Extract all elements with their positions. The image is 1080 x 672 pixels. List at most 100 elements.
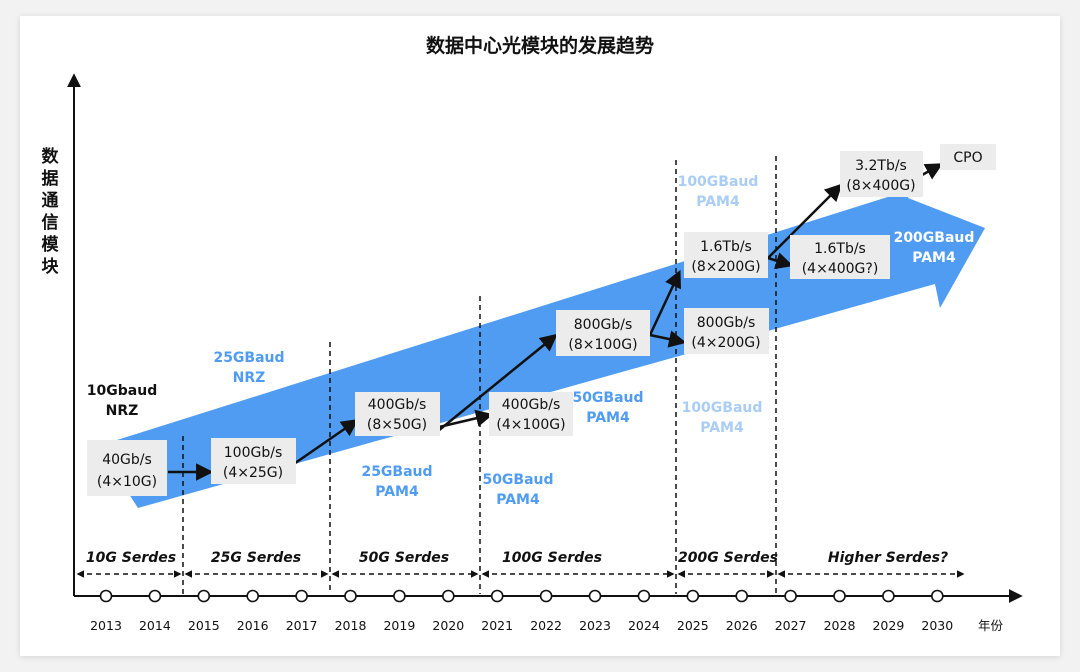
year-markers: 2013 2014 2015 2016 2017 2018 2019 2020 2021 2022… (90, 589, 953, 633)
svg-text:CPO: CPO (953, 150, 982, 166)
svg-text:(4×400G?): (4×400G?) (802, 261, 879, 277)
serdes-label-50g: 50G Serdes (359, 550, 449, 566)
year-label-2029: 2029 (872, 618, 904, 633)
year-marker-2016 (246, 589, 259, 603)
connector-3200g-cpo (921, 163, 944, 180)
connector-1600g-1600g (767, 252, 794, 270)
svg-text:1.6Tb/s: 1.6Tb/s (814, 241, 866, 257)
serdes-label-25g: 25G Serdes (211, 550, 301, 566)
svg-text:800Gb/s: 800Gb/s (574, 317, 632, 333)
year-label-2020: 2020 (432, 618, 464, 633)
year-marker-2020 (441, 589, 455, 603)
svg-text:3.2Tb/s: 3.2Tb/s (855, 158, 907, 174)
year-marker-2021 (490, 589, 504, 603)
baud-label-100g-pam4-lower-mod: PAM4 (700, 420, 744, 436)
serdes-label-10g: 10G Serdes (86, 550, 176, 566)
baud-label-200g-pam4: 200GBaud (894, 230, 975, 246)
year-marker-2026 (735, 589, 749, 603)
year-label-2017: 2017 (286, 618, 318, 633)
svg-text:块: 块 (42, 257, 60, 277)
svg-text:400Gb/s: 400Gb/s (502, 397, 560, 413)
svg-text:(4×25G): (4×25G) (223, 465, 283, 481)
baud-label-25g-nrz-mod: NRZ (233, 370, 266, 386)
year-marker-2023 (588, 589, 602, 603)
x-axis-unit-label: 年份 (978, 618, 1004, 633)
year-label-2013: 2013 (90, 618, 122, 633)
year-marker-2019 (393, 589, 406, 603)
svg-text:信: 信 (42, 212, 59, 233)
y-axis-label: 数 据 通 信 模 块 (42, 146, 60, 277)
year-label-2014: 2014 (139, 618, 171, 633)
year-label-2028: 2028 (824, 618, 856, 633)
svg-text:(8×100G): (8×100G) (568, 337, 637, 353)
year-label-2026: 2026 (726, 618, 758, 633)
serdes-label-higher: Higher Serdes? (828, 550, 948, 566)
era-separators (182, 156, 777, 594)
svg-text:据: 据 (42, 168, 59, 189)
connector-400g-400g (438, 409, 494, 429)
svg-text:(8×50G): (8×50G) (367, 417, 427, 433)
module-1600g-4x400g: 1.6Tb/s (4×400G?) (790, 235, 890, 279)
serdes-label-100g: 100G Serdes (502, 550, 602, 566)
year-marker-2029 (882, 589, 895, 603)
diagram-title: 数据中心光模块的发展趋势 (426, 34, 654, 57)
year-label-2027: 2027 (775, 618, 807, 633)
year-marker-2017 (295, 589, 308, 603)
svg-text:800Gb/s: 800Gb/s (697, 315, 755, 331)
baud-label-100g-pam4-upper-mod: PAM4 (696, 194, 740, 210)
connector-400g-800g (437, 333, 558, 432)
module-boxes: 40Gb/s (4×10G) 100Gb/s (4×25G) 400Gb/s (… (87, 144, 996, 496)
baud-label-10g-nrz-mod: NRZ (106, 403, 139, 419)
baud-label-200g-pam4-mod: PAM4 (912, 250, 956, 266)
baud-label-50g-pam4-upper: 50GBaud (572, 390, 643, 406)
year-marker-2018 (344, 589, 357, 603)
serdes-labels: 10G Serdes 25G Serdes 50G Serdes 100G Se… (86, 550, 948, 566)
module-3200g-8x400g: 3.2Tb/s (8×400G) (840, 151, 923, 197)
year-marker-2022 (539, 589, 553, 603)
year-marker-2015 (197, 589, 211, 603)
year-label-2024: 2024 (628, 618, 660, 633)
connector-100g-400g (287, 419, 359, 470)
connector-800g-1600g (648, 269, 681, 336)
baud-labels: 10Gbaud NRZ 25GBaud NRZ 25GBaud PAM4 50G… (87, 174, 975, 508)
svg-text:40Gb/s: 40Gb/s (102, 452, 152, 468)
year-marker-2014 (148, 589, 162, 603)
year-marker-2028 (833, 589, 846, 603)
module-cpo: CPO (940, 144, 996, 170)
year-label-2015: 2015 (188, 618, 220, 633)
svg-text:(8×200G): (8×200G) (691, 259, 760, 275)
baud-label-10g-nrz: 10Gbaud (87, 383, 157, 399)
svg-text:1.6Tb/s: 1.6Tb/s (700, 239, 752, 255)
baud-label-25g-nrz: 25GBaud (213, 350, 284, 366)
connector-800g-800g (649, 330, 687, 348)
year-marker-2027 (784, 589, 797, 603)
baud-label-50g-pam4-lower-mod: PAM4 (496, 492, 540, 508)
svg-text:(8×400G): (8×400G) (846, 178, 915, 194)
baud-label-100g-pam4-lower: 100GBaud (682, 400, 763, 416)
svg-text:(4×200G): (4×200G) (691, 335, 760, 351)
diagram-card: 数据中心光模块的发展趋势 数 据 通 信 模 块 2013 2014 2015 201… (20, 16, 1060, 656)
year-label-2018: 2018 (335, 618, 367, 633)
year-label-2019: 2019 (383, 618, 415, 633)
baud-label-50g-pam4-lower: 50GBaud (482, 472, 553, 488)
svg-text:(4×10G): (4×10G) (97, 474, 157, 490)
baud-label-100g-pam4-upper: 100GBaud (678, 174, 759, 190)
module-800g-4x200g: 800Gb/s (4×200G) (684, 308, 769, 354)
svg-text:400Gb/s: 400Gb/s (368, 397, 426, 413)
year-marker-2030 (930, 589, 944, 603)
year-label-2022: 2022 (530, 618, 562, 633)
module-100g-4x25g: 100Gb/s (4×25G) (211, 438, 296, 484)
svg-text:100Gb/s: 100Gb/s (224, 445, 282, 461)
baud-label-25g-pam4-mod: PAM4 (375, 484, 419, 500)
module-400g-4x100g: 400Gb/s (4×100G) (489, 392, 573, 436)
baud-label-25g-pam4: 25GBaud (361, 464, 432, 480)
svg-text:数: 数 (42, 146, 60, 167)
year-marker-2025 (686, 589, 700, 603)
year-label-2025: 2025 (677, 618, 709, 633)
serdes-label-200g: 200G Serdes (678, 550, 778, 566)
svg-text:通: 通 (42, 191, 59, 211)
year-marker-2013 (99, 589, 113, 603)
year-label-2021: 2021 (481, 618, 513, 633)
baud-label-50g-pam4-upper-mod: PAM4 (586, 410, 630, 426)
trend-diagram: 数据中心光模块的发展趋势 数 据 通 信 模 块 2013 2014 2015 201… (42, 34, 1023, 633)
